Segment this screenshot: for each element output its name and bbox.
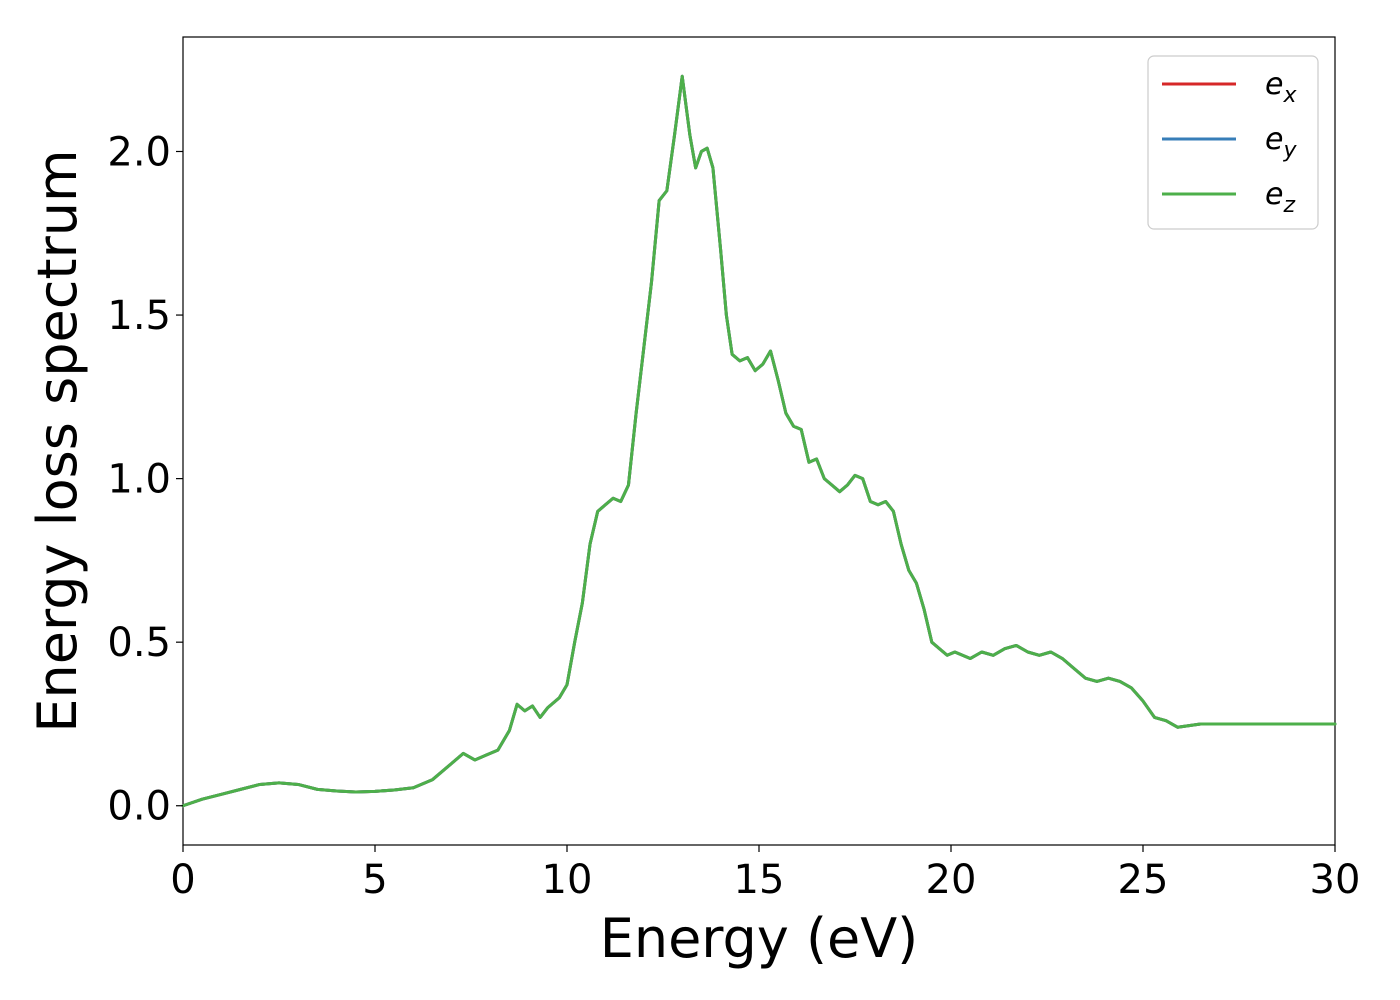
legend-box: [1147, 55, 1319, 230]
legend-label: ey: [1265, 122, 1297, 163]
y-axis-label: Energy loss spectrum: [26, 149, 89, 732]
y-tick-label: 0.5: [107, 620, 171, 666]
y-tick-label: 0.0: [107, 784, 171, 830]
legend-label: ex: [1265, 67, 1297, 108]
x-tick-label: 5: [362, 857, 387, 903]
y-tick-label: 2.0: [107, 129, 171, 175]
series-line-e-z: [181, 74, 1337, 808]
series-layer: [181, 74, 1337, 808]
x-tick-label: 30: [1310, 857, 1361, 903]
x-tick-label: 20: [926, 857, 977, 903]
y-tick-label: 1.0: [107, 457, 171, 503]
x-tick-label: 10: [542, 857, 593, 903]
x-axis-label: Energy (eV): [600, 907, 919, 970]
x-axis-ticks: 0 5 10 15 20 25 30: [170, 845, 1360, 903]
legend-label: ez: [1265, 177, 1295, 218]
y-tick-label: 1.5: [107, 293, 171, 339]
legend: ex ey ez: [1147, 55, 1319, 230]
plot-area: [182, 36, 1336, 846]
x-tick-label: 15: [734, 857, 785, 903]
x-tick-label: 25: [1118, 857, 1169, 903]
y-axis-ticks: 0.0 0.5 1.0 1.5 2.0: [107, 129, 183, 830]
x-tick-label: 0: [170, 857, 195, 903]
